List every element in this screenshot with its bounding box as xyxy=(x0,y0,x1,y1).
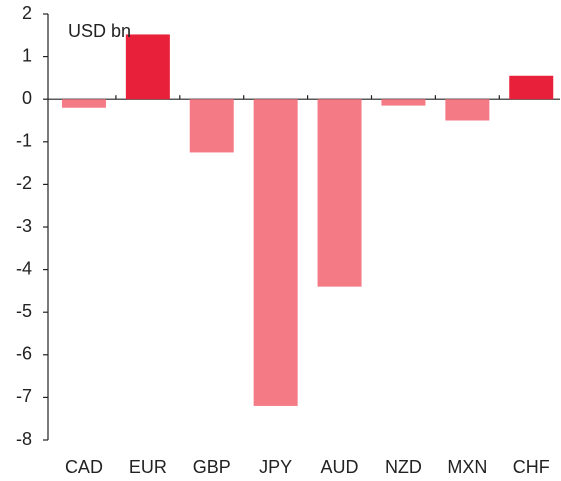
x-tick-label: CAD xyxy=(65,457,103,477)
bar xyxy=(317,99,362,287)
x-tick-label: CHF xyxy=(513,457,550,477)
x-tick-label: AUD xyxy=(321,457,359,477)
x-tick-label: GBP xyxy=(193,457,231,477)
bar xyxy=(381,99,426,106)
x-tick-label: EUR xyxy=(129,457,167,477)
y-tick-label: 0 xyxy=(22,88,32,108)
y-tick-label: -7 xyxy=(16,386,32,406)
y-tick-label: 2 xyxy=(22,3,32,23)
annotation: USD bn xyxy=(68,21,131,41)
y-tick-label: 1 xyxy=(22,45,32,65)
y-tick-label: -8 xyxy=(16,429,32,449)
y-tick-label: -5 xyxy=(16,301,32,321)
x-tick-label: MXN xyxy=(447,457,487,477)
bar xyxy=(189,99,234,153)
y-tick-label: -4 xyxy=(16,258,32,278)
x-tick-label: NZD xyxy=(385,457,422,477)
y-tick-label: -6 xyxy=(16,344,32,364)
bar xyxy=(445,99,490,121)
y-tick-label: -2 xyxy=(16,173,32,193)
x-tick-label: JPY xyxy=(259,457,292,477)
y-tick-label: -1 xyxy=(16,131,32,151)
y-tick-label: -3 xyxy=(16,216,32,236)
bar xyxy=(509,75,554,100)
bar xyxy=(125,34,170,100)
bar xyxy=(61,99,106,108)
bar xyxy=(253,99,298,406)
